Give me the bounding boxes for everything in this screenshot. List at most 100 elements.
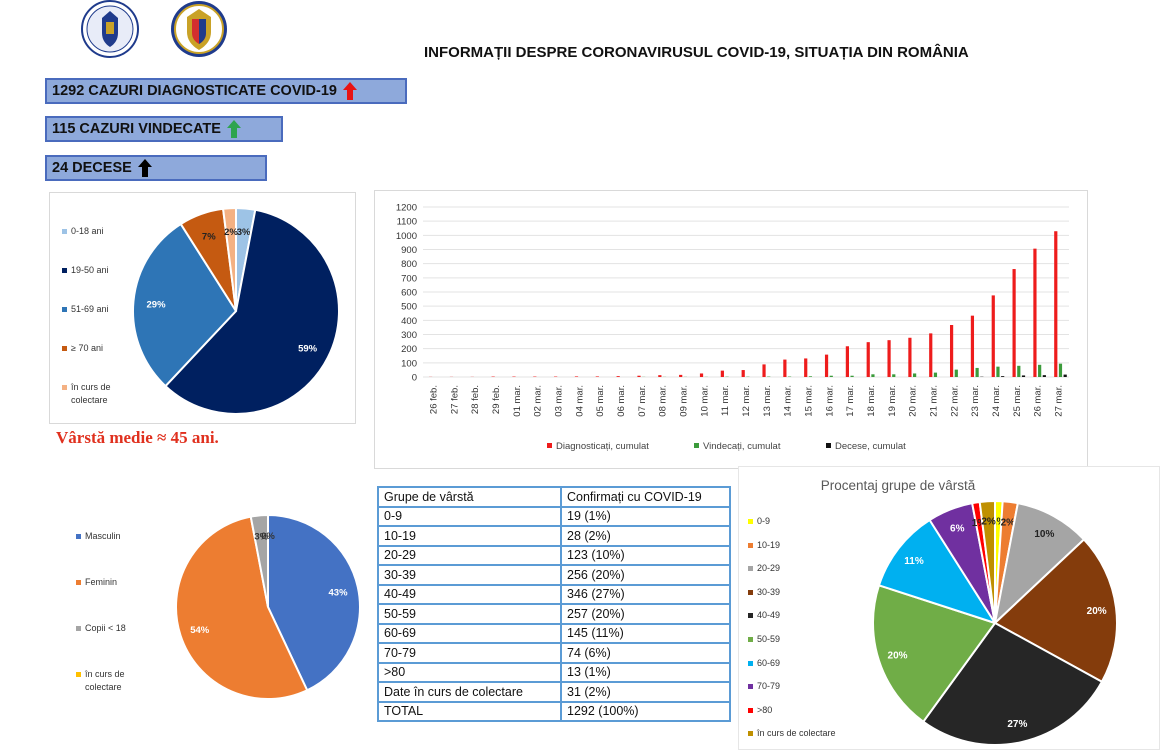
x-tick-label: 07 mar. <box>637 385 648 417</box>
pie-data-label: 59% <box>298 343 318 354</box>
pie-data-label: 27% <box>1007 719 1027 730</box>
x-tick-label: 25 mar. <box>1012 385 1023 417</box>
pie-data-label: 20% <box>1087 606 1107 617</box>
y-tick-label: 600 <box>401 288 417 299</box>
stat-diagnosed: 1292 CAZURI DIAGNOSTICATE COVID-19 <box>45 78 407 104</box>
pie-slice <box>132 222 238 388</box>
pie-data-label: 2% <box>981 517 996 528</box>
pie-data-label: 1% <box>972 518 987 529</box>
bar <box>762 364 766 377</box>
legend-item: 70-79 <box>748 680 780 693</box>
average-age: Vârstă medie ≈ 45 ani. <box>56 428 219 447</box>
pie-data-label: 2% <box>1001 517 1016 528</box>
legend-swatch <box>748 637 753 642</box>
table-cell: Date în curs de colectare <box>377 681 562 703</box>
stat-deaths-label: 24 DECESE <box>52 160 132 176</box>
table-cell: 31 (2%) <box>560 681 731 703</box>
pie-slice <box>872 584 997 724</box>
pie-data-label: 0% <box>261 531 275 542</box>
y-tick-label: 900 <box>401 245 417 256</box>
bar <box>892 374 896 377</box>
legend-label: Vindecați, cumulat <box>703 441 781 452</box>
legend-label: ≥ 70 ani <box>71 343 103 353</box>
legend-item: 19-50 ani <box>62 264 124 277</box>
gender-pie-chart: 43% 54% 3%0% <box>175 513 361 700</box>
bar <box>850 375 854 377</box>
x-tick-label: 03 mar. <box>553 385 564 417</box>
legend-swatch <box>62 346 67 351</box>
x-tick-label: 10 mar. <box>699 385 710 417</box>
bar <box>741 370 745 377</box>
legend-label: 20-29 <box>757 563 781 574</box>
bar <box>1021 375 1026 377</box>
cases-bar-panel: 0 100 200 300 400 500 600 700 800 900 1000 1100 1200… <box>374 190 1088 469</box>
legend-swatch <box>62 307 67 312</box>
bar <box>991 295 995 377</box>
x-tick-label: 22 mar. <box>949 385 960 417</box>
y-tick-label: 0 <box>412 373 417 384</box>
legend-swatch <box>748 731 753 737</box>
legend-label: Decese, cumulat <box>835 441 906 452</box>
table-cell: 1292 (100%) <box>560 700 731 722</box>
bar <box>970 315 975 377</box>
arrow-up-icon <box>342 82 357 100</box>
table-header-row: Grupe de vârstă Confirmați cu COVID-19 <box>377 486 731 508</box>
legend-item: 30-39 <box>748 586 780 599</box>
pie-data-label: 3% <box>254 532 268 543</box>
age-pie-chart: 3% 59% 29% 7% 2% <box>132 206 340 415</box>
legend-swatch <box>826 443 831 448</box>
legend-swatch <box>62 268 67 273</box>
table-row: 50-59 257 (20%) <box>377 603 731 625</box>
bar <box>1058 363 1063 377</box>
x-tick-label: 09 mar. <box>678 385 689 417</box>
x-tick-label: 04 mar. <box>574 385 585 417</box>
table-cell: >80 <box>377 661 562 683</box>
x-tick-label: 28 feb. <box>470 385 481 414</box>
legend-item: 60-69 <box>748 657 780 670</box>
table-row: 0-9 19 (1%) <box>377 505 731 527</box>
y-tick-label: 200 <box>401 344 417 355</box>
pie-slice <box>993 501 1086 626</box>
legend-item: în curs de colectare <box>76 668 146 694</box>
x-tick-label: 15 mar. <box>804 385 815 417</box>
legend-swatch <box>748 707 753 713</box>
legend-item: Feminin <box>76 576 146 589</box>
legend-swatch <box>76 672 81 677</box>
legend-swatch <box>547 443 552 448</box>
y-tick-label: 700 <box>401 273 417 284</box>
bar <box>595 376 599 377</box>
table-row: Date în curs de colectare 31 (2%) <box>377 681 731 703</box>
legend-swatch <box>748 660 753 666</box>
table-cell: 74 (6%) <box>560 642 731 664</box>
legend-label: >80 <box>757 704 773 715</box>
pie-data-label: 43% <box>329 587 349 598</box>
legend-label: în curs de colectare <box>757 728 836 739</box>
x-tick-label: 20 mar. <box>908 385 919 417</box>
table-cell: 0-9 <box>377 505 562 527</box>
pie-data-label: 20% <box>888 651 908 662</box>
x-tick-label: 06 mar. <box>616 385 627 417</box>
bar <box>949 325 954 377</box>
legend-label: Feminin <box>85 577 118 587</box>
x-tick-label: 13 mar. <box>762 385 773 417</box>
y-tick-label: 500 <box>401 302 417 313</box>
x-tick-label: 14 mar. <box>783 385 794 417</box>
table-cell: 257 (20%) <box>560 603 731 625</box>
bar <box>1042 375 1046 377</box>
gender-pie-panel: Masculin Feminin Copii < 18 în curs de cole… <box>60 500 370 710</box>
x-tick-label: 27 mar. <box>1054 385 1065 417</box>
y-tick-label: 1100 <box>397 217 417 228</box>
ministry-logo <box>166 0 232 58</box>
legend-label: 19-50 ani <box>71 265 109 275</box>
legend-swatch <box>748 566 753 572</box>
arrow-up-icon <box>137 159 152 177</box>
bar <box>616 376 620 377</box>
legend-swatch <box>62 229 67 234</box>
x-tick-label: 17 mar. <box>845 385 856 417</box>
x-tick-label: 05 mar. <box>595 385 606 417</box>
table-cell: Grupe de vârstă <box>377 486 562 508</box>
bar <box>829 375 833 377</box>
legend-item: 10-19 <box>748 539 780 552</box>
x-tick-label: 02 mar. <box>533 385 544 417</box>
bar <box>845 346 849 377</box>
